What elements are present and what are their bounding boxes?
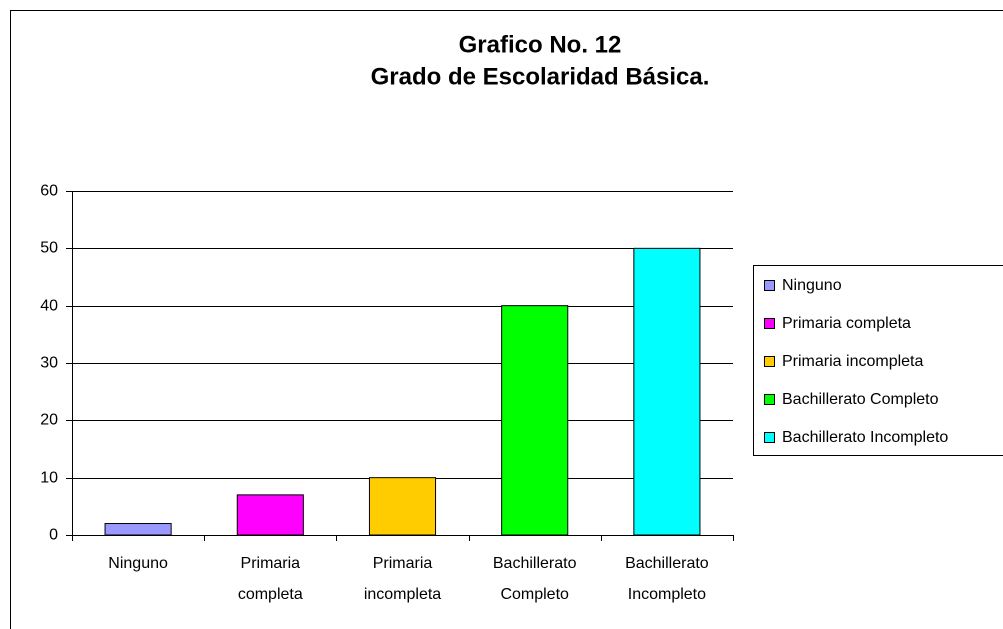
bar [633,247,701,536]
x-tick-label: Ninguno [108,555,168,572]
legend-label: Ninguno [782,277,842,294]
legend-label: Bachillerato Incompleto [782,429,948,446]
legend-swatch [764,280,775,291]
bar [501,305,569,536]
legend-label: Primaria completa [782,315,911,332]
x-tick-label: Bachillerato Incompleto [625,555,709,603]
chart-subtitle: Grado de Escolaridad Básica. [371,63,710,90]
bar [368,477,437,536]
y-tick-label: 60 [40,183,58,200]
y-tick-label: 50 [40,240,58,257]
legend-swatch [764,318,775,329]
legend-swatch [764,356,775,367]
legend-swatch [764,432,775,443]
x-tick-label: Bachillerato Completo [492,555,577,603]
legend-swatch [764,394,775,405]
y-tick-label: 20 [40,412,58,429]
y-tick-label: 40 [40,298,58,315]
legend-label: Primaria incompleta [782,353,923,370]
bar [104,523,172,536]
x-tick-label: Primaria completa [237,555,303,603]
bar [236,494,304,536]
y-tick-label: 10 [40,470,58,487]
y-tick-label: 0 [49,527,58,544]
chart-title: Grafico No. 12 [459,31,622,58]
legend-box [753,265,1003,456]
y-tick-label: 30 [40,355,58,372]
legend-label: Bachillerato Completo [782,391,939,408]
x-tick-label: Primaria incompleta [363,555,442,603]
